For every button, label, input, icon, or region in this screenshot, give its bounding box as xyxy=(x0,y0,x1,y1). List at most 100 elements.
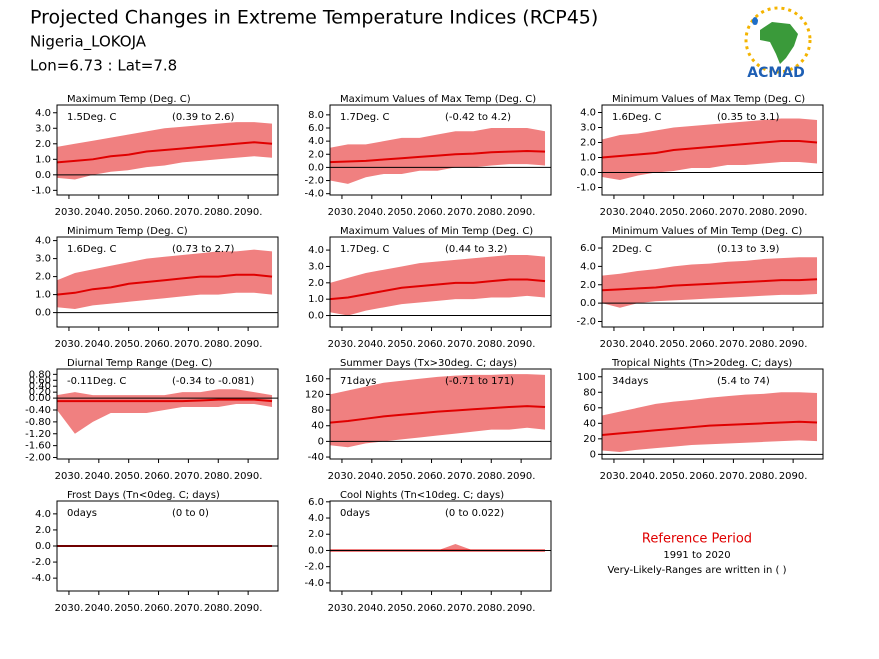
x-tick-label: 2060. xyxy=(417,207,446,218)
y-tick-label: 4.0 xyxy=(35,236,51,247)
annotation: 1.6Deg. C xyxy=(67,244,116,255)
panel: Minimum Values of Min Temp (Deg. C) 2Deg.… xyxy=(576,226,824,350)
y-tick-label: 100 xyxy=(577,372,596,383)
reference-period: 1991 to 2020 xyxy=(663,550,730,561)
y-tick-label: 4.0 xyxy=(580,108,596,119)
range-band xyxy=(602,257,818,308)
median-line xyxy=(56,141,273,164)
x-tick-label: 2030. xyxy=(328,339,357,350)
y-tick-label: 0.0 xyxy=(580,298,596,309)
logo-ring xyxy=(744,6,812,74)
page-title: Projected Changes in Extreme Temperature… xyxy=(30,7,598,29)
x-tick-label: 2050. xyxy=(387,471,416,482)
x-tick-label: 2090. xyxy=(507,339,536,350)
x-tick-label: 2090. xyxy=(779,339,808,350)
y-tick-label: 4.0 xyxy=(35,509,51,520)
y-tick-label: -2.0 xyxy=(304,176,324,187)
panel: Maximum Values of Max Temp (Deg. C) 1.7De… xyxy=(304,94,552,218)
y-tick-label: 3.0 xyxy=(35,123,51,134)
y-tick-label: 0.0 xyxy=(35,541,51,552)
x-tick-label: 2070. xyxy=(719,207,748,218)
y-tick-label: 2.0 xyxy=(35,272,51,283)
y-tick-label: 40 xyxy=(583,418,596,429)
x-tick-label: 2080. xyxy=(477,207,506,218)
panel: Maximum Temp (Deg. C) 1.5Deg. C (0.39 to 2… xyxy=(31,94,279,218)
x-tick-label: 2090. xyxy=(234,471,263,482)
plot-frame xyxy=(329,236,552,328)
annotation: (5.4 to 74) xyxy=(717,376,770,387)
median-line xyxy=(56,273,273,296)
x-tick-label: 2050. xyxy=(659,207,688,218)
annotation: (0.39 to 2.6) xyxy=(172,112,234,123)
panel-title: Cool Nights (Tn<10deg. C; days) xyxy=(340,490,504,501)
x-tick-label: 2080. xyxy=(477,603,506,614)
panel-title: Diurnal Temp Range (Deg. C) xyxy=(67,358,212,369)
y-tick-label: 2.0 xyxy=(35,525,51,536)
plot-frame xyxy=(56,368,279,460)
x-tick-label: 2040. xyxy=(357,471,386,482)
panel-title: Frost Days (Tn<0deg. C; days) xyxy=(67,490,220,501)
x-tick-label: 2070. xyxy=(174,207,203,218)
x-tick-label: 2070. xyxy=(174,339,203,350)
annotation: (0.13 to 3.9) xyxy=(717,244,779,255)
x-tick-label: 2090. xyxy=(507,207,536,218)
panel-title: Maximum Temp (Deg. C) xyxy=(67,94,191,105)
y-tick-label: -0.80 xyxy=(25,417,51,428)
panel-title: Minimum Values of Max Temp (Deg. C) xyxy=(612,94,805,105)
x-tick-label: 2060. xyxy=(417,471,446,482)
annotation: 0days xyxy=(67,508,97,519)
x-tick-label: 2090. xyxy=(234,603,263,614)
y-tick-label: 2.0 xyxy=(580,138,596,149)
x-tick-label: 2040. xyxy=(357,207,386,218)
y-tick-label: 160 xyxy=(305,374,324,385)
x-tick-label: 2090. xyxy=(234,207,263,218)
annotation: (-0.71 to 171) xyxy=(445,376,514,387)
y-tick-label: 0.0 xyxy=(35,308,51,319)
y-tick-label: 2.0 xyxy=(308,278,324,289)
y-tick-label: 2.0 xyxy=(580,280,596,291)
x-tick-label: 2070. xyxy=(447,603,476,614)
annotation: (0.44 to 3.2) xyxy=(445,244,507,255)
y-tick-label: -0.40 xyxy=(25,405,51,416)
panel-title: Summer Days (Tx>30deg. C; days) xyxy=(340,358,517,369)
y-tick-label: 0.00 xyxy=(29,393,51,404)
x-tick-label: 2040. xyxy=(629,471,658,482)
y-tick-label: -1.0 xyxy=(576,183,596,194)
panel: Frost Days (Tn<0deg. C; days) 0days (0 to … xyxy=(31,490,279,614)
x-tick-label: 2050. xyxy=(387,603,416,614)
reference-title: Reference Period xyxy=(642,532,752,547)
annotation: (0.35 to 3.1) xyxy=(717,112,779,123)
panel-title: Tropical Nights (Tn>20deg. C; days) xyxy=(611,358,792,369)
x-tick-label: 2030. xyxy=(55,207,84,218)
x-tick-label: 2060. xyxy=(417,603,446,614)
y-tick-label: 20 xyxy=(583,434,596,445)
y-tick-label: -2.0 xyxy=(304,562,324,573)
x-tick-label: 2040. xyxy=(84,339,113,350)
y-tick-label: 1.0 xyxy=(308,294,324,305)
x-tick-label: 2030. xyxy=(328,603,357,614)
x-tick-label: 2080. xyxy=(749,471,778,482)
x-tick-label: 2080. xyxy=(204,603,233,614)
x-tick-label: 2070. xyxy=(447,471,476,482)
x-tick-label: 2070. xyxy=(719,339,748,350)
x-tick-label: 2070. xyxy=(719,471,748,482)
y-tick-label: 8.0 xyxy=(308,110,324,121)
panel-title: Maximum Values of Max Temp (Deg. C) xyxy=(340,94,536,105)
x-tick-label: 2040. xyxy=(84,207,113,218)
x-tick-label: 2090. xyxy=(234,339,263,350)
plot-frame xyxy=(601,236,824,328)
x-tick-label: 2030. xyxy=(600,471,629,482)
annotation: 0days xyxy=(340,508,370,519)
y-tick-label: 0.0 xyxy=(580,168,596,179)
y-tick-label: 120 xyxy=(305,389,324,400)
y-tick-label: -1.0 xyxy=(31,185,51,196)
y-tick-label: 2.0 xyxy=(308,529,324,540)
y-tick-label: 6.0 xyxy=(580,243,596,254)
x-tick-label: 2060. xyxy=(144,603,173,614)
plot-frame xyxy=(601,104,824,196)
x-tick-label: 2050. xyxy=(114,339,143,350)
median-line xyxy=(601,278,818,292)
plot-frame xyxy=(329,368,552,460)
y-tick-label: -40 xyxy=(308,452,324,463)
y-tick-label: 3.0 xyxy=(580,123,596,134)
